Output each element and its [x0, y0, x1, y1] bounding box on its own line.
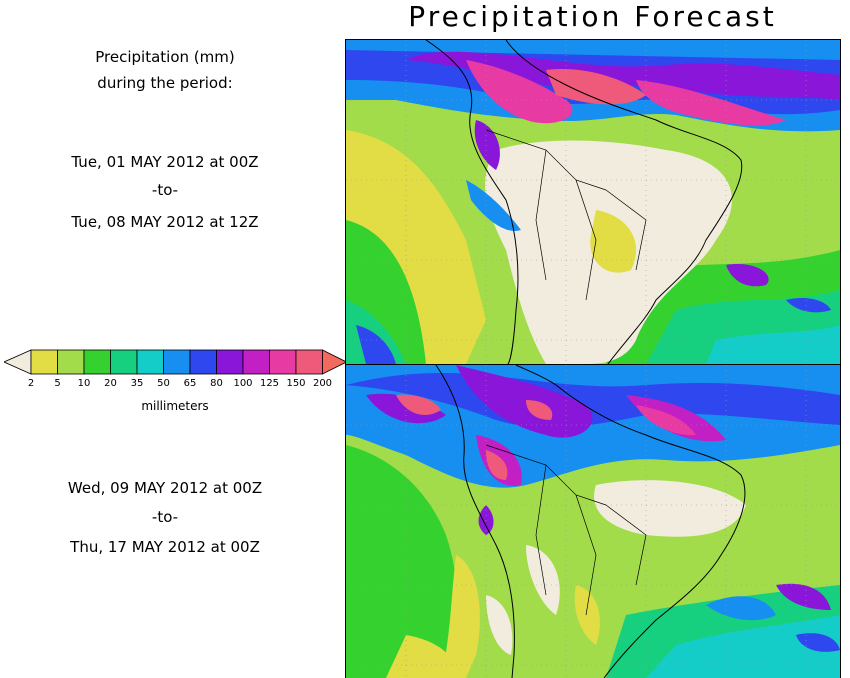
colorbar-segment — [30, 349, 58, 375]
colorbar-tick-label: 100 — [233, 378, 253, 389]
colorbar-ticks: 2 5 10 20 35 50 65 80 100 125 150 200 — [4, 378, 346, 392]
colorbar-segment — [57, 349, 85, 375]
colorbar-tick-label: 10 — [77, 378, 91, 389]
period1-separator: -to- — [151, 181, 179, 199]
colorbar-segment — [136, 349, 164, 375]
period2-end: Thu, 17 MAY 2012 at 00Z — [70, 538, 260, 556]
colorbar: 2 5 10 20 35 50 65 80 100 125 150 200 millimeters — [3, 347, 348, 417]
colorbar-tick-label: 20 — [104, 378, 117, 389]
colorbar-max-arrow — [322, 349, 348, 375]
intro-line-1: Precipitation (mm) — [95, 48, 235, 66]
chart-title: Precipitation Forecast — [408, 0, 777, 33]
colorbar-segment — [110, 349, 138, 375]
period1-start: Tue, 01 MAY 2012 at 00Z — [71, 153, 259, 171]
colorbar-tick-label: 35 — [130, 378, 144, 389]
colorbar-segment — [216, 349, 244, 375]
colorbar-segment — [189, 349, 217, 375]
forecast-map-period1 — [345, 39, 841, 365]
colorbar-graphic — [3, 349, 348, 375]
forecast-map-period2 — [345, 364, 841, 678]
colorbar-tick-label: 50 — [157, 378, 170, 389]
colorbar-min-arrow — [3, 349, 32, 375]
intro-line-2: during the period: — [97, 74, 233, 92]
colorbar-units: millimeters — [141, 399, 209, 413]
colorbar-segment — [83, 349, 111, 375]
colorbar-segment — [269, 349, 297, 375]
colorbar-segment — [163, 349, 191, 375]
colorbar-tick-label: 125 — [259, 378, 280, 389]
colorbar-tick-label: 80 — [210, 378, 223, 389]
colorbar-tick-label: 200 — [312, 378, 333, 389]
colorbar-segment — [295, 349, 323, 375]
period2-separator: -to- — [151, 508, 179, 526]
period2-start: Wed, 09 MAY 2012 at 00Z — [67, 479, 263, 497]
colorbar-tick-label: 65 — [183, 378, 197, 389]
colorbar-tick-label: 5 — [54, 378, 61, 389]
colorbar-tick-label: 150 — [286, 378, 306, 389]
colorbar-tick-label: 2 — [27, 378, 35, 389]
period1-end: Tue, 08 MAY 2012 at 12Z — [71, 213, 259, 231]
colorbar-segment — [242, 349, 270, 375]
